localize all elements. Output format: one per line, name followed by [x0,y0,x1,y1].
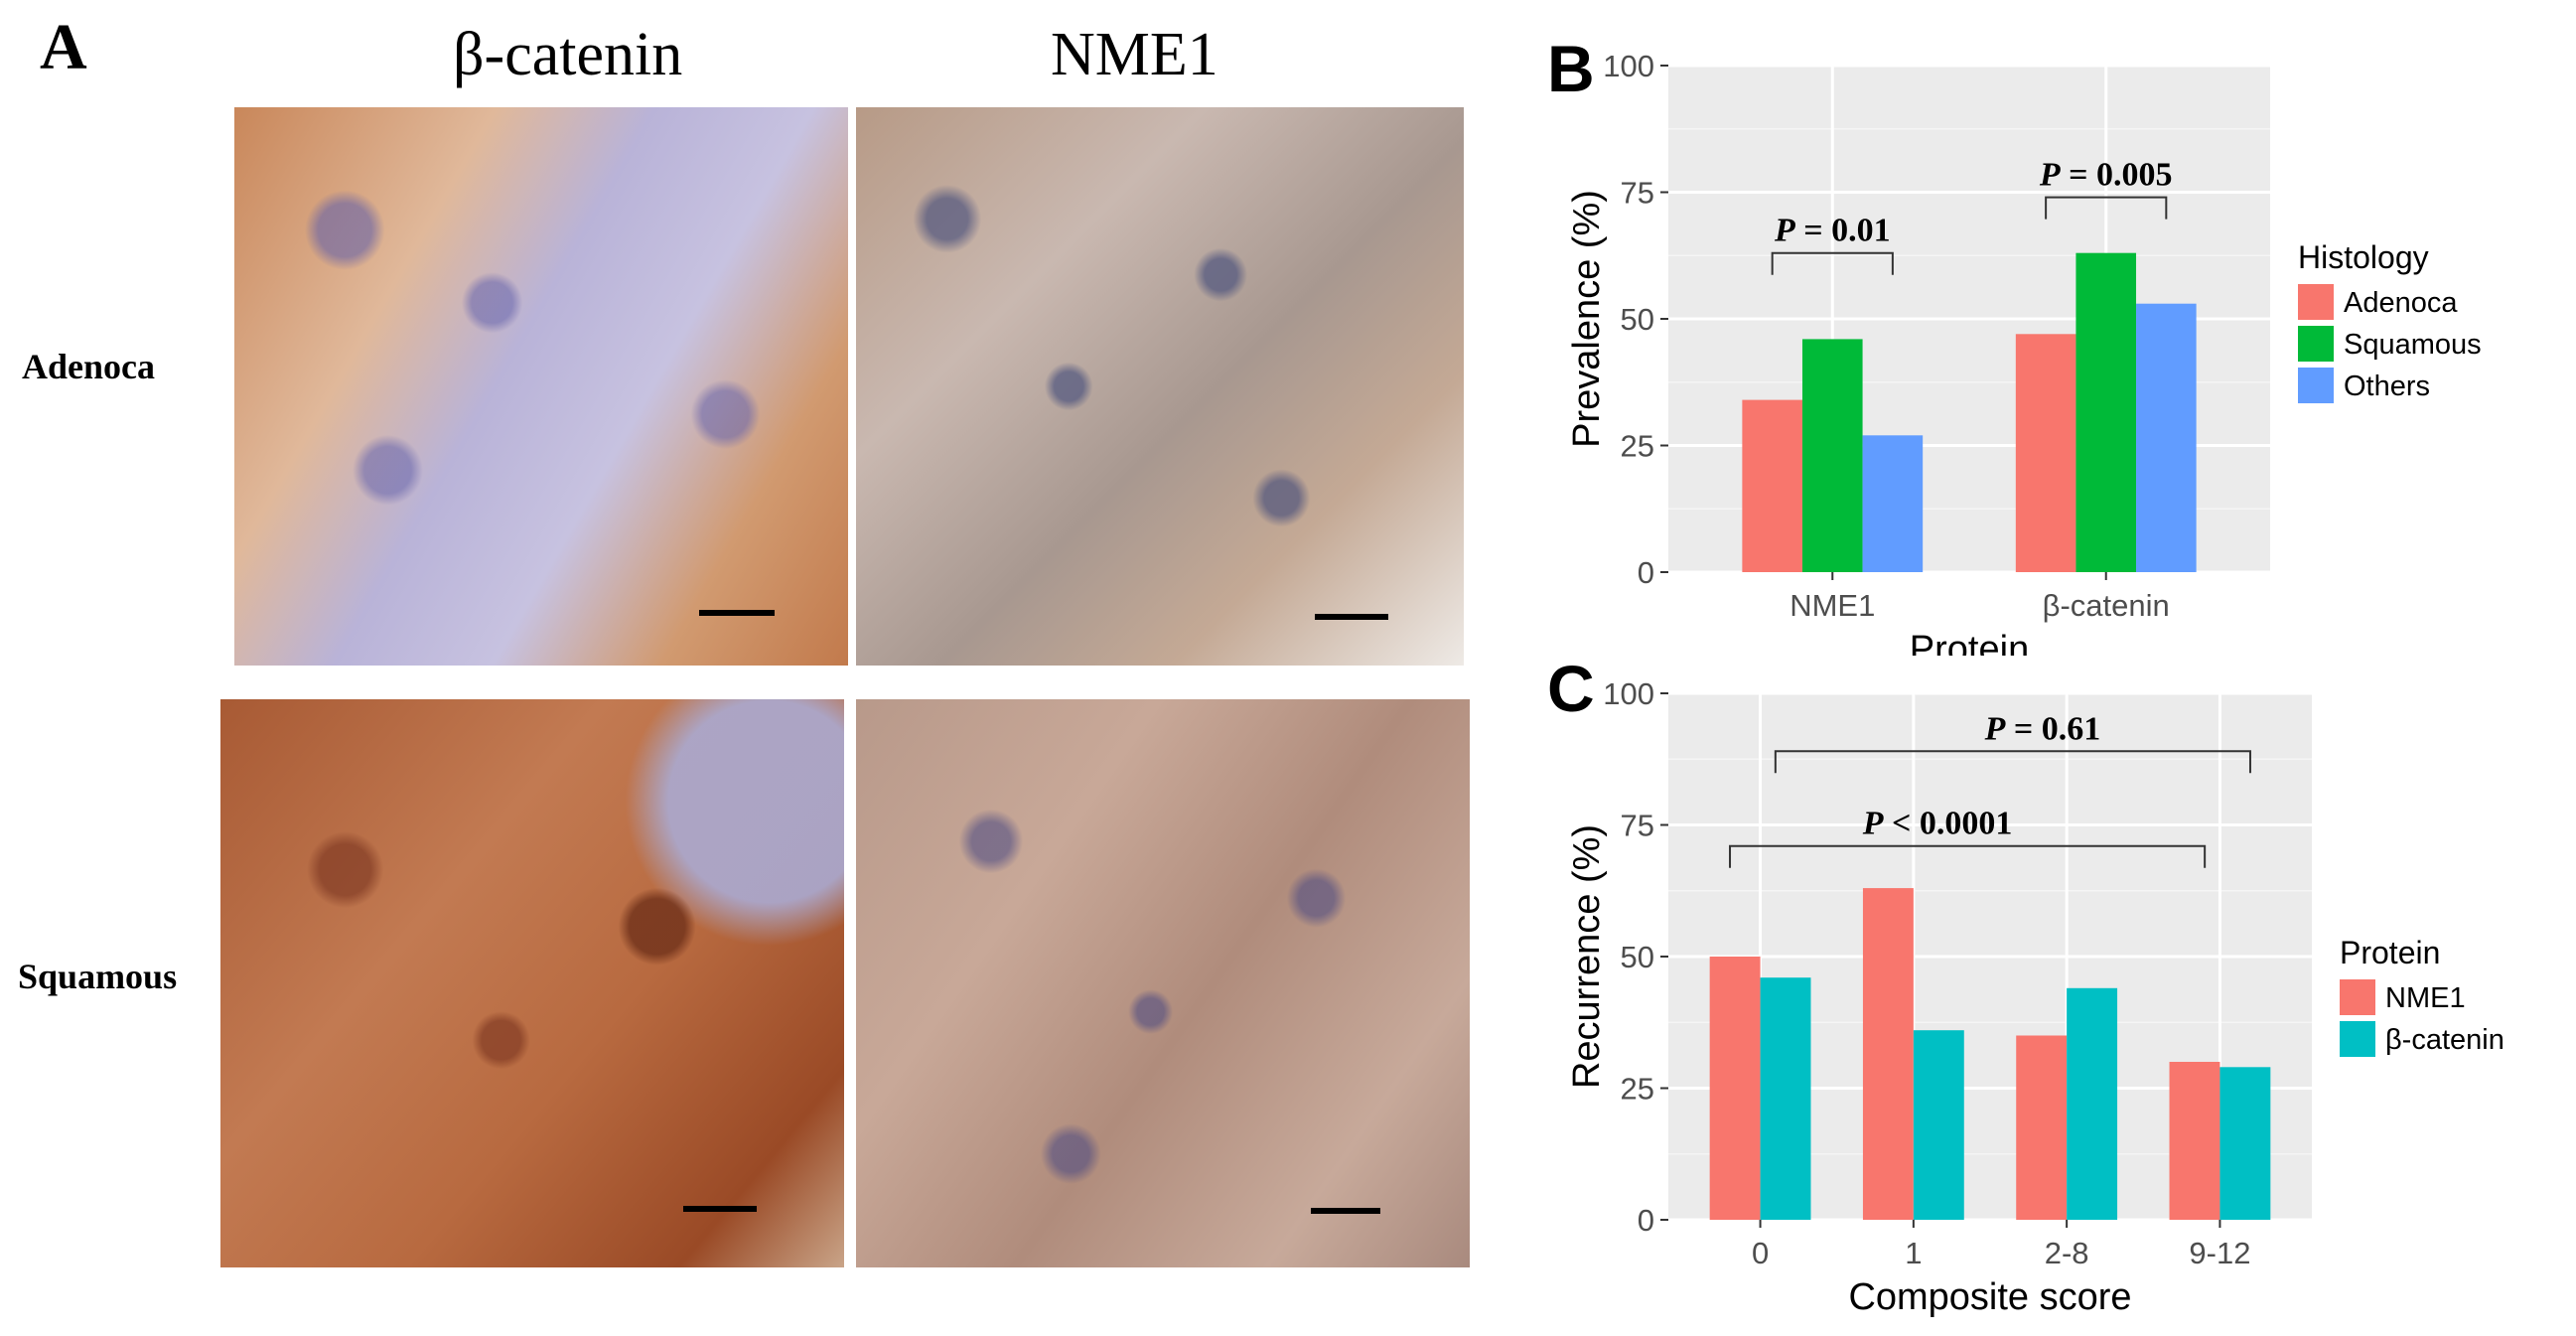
legend-label: NME1 [2385,982,2466,1014]
x-axis-title: Composite score [1848,1276,2131,1318]
panel-b-chart: B 0 25 50 75 100 NME1 β-catenin Protein Prevalen… [1547,32,2482,656]
y-tick-label: 25 [1621,1072,1654,1107]
bar-nme1-3 [2169,1062,2220,1220]
y-tick-label: 75 [1621,809,1654,843]
bar-catenin-0 [1760,977,1811,1220]
legend-swatch [2340,979,2375,1015]
row-header-adenoca: Adenoca [22,347,155,386]
legend-title: Protein [2340,935,2440,970]
scale-bar [699,610,775,616]
legend-swatch [2340,1021,2375,1057]
legend-swatch [2298,326,2334,362]
x-tick-label: β-catenin [2043,588,2170,623]
scale-bar [1311,1208,1380,1214]
significance-bracket [2045,196,2168,220]
y-axis-title: Recurrence (%) [1566,824,1608,1089]
scale-bar [1315,614,1388,620]
legend-swatch [2298,368,2334,403]
legend-label: Squamous [2344,329,2482,361]
legend-swatch [2298,284,2334,320]
significance-bracket [1729,844,2207,868]
p-value-label: P = 0.61 [1984,710,2101,747]
bar-adenoca-0 [1742,399,1802,572]
y-tick-label: 0 [1638,555,1654,590]
bar-others-1 [2136,303,2197,572]
micrograph-adenoca-nme1 [856,107,1464,666]
panel-b-letter: B [1547,32,1595,105]
bar-nme1-0 [1709,957,1761,1220]
bar-catenin-1 [1913,1030,1964,1220]
x-tick-label: 2-8 [2045,1236,2089,1270]
legend-label: β-catenin [2385,1024,2504,1056]
legend-label: Others [2344,371,2430,402]
panel-c-letter: C [1547,656,1595,725]
significance-bracket [1771,251,1894,275]
bar-catenin-3 [2219,1067,2271,1220]
y-tick-label: 0 [1638,1203,1654,1238]
y-tick-label: 25 [1621,429,1654,464]
x-axis-title: Protein [1910,629,2029,656]
y-tick-label: 50 [1621,302,1654,337]
panel-a-letter: A [40,11,87,83]
bar-adenoca-1 [2015,334,2076,572]
scale-bar [683,1206,757,1212]
y-tick-label: 100 [1603,49,1654,83]
column-header-beta-catenin: β-catenin [453,21,683,88]
x-tick-label: 9-12 [2189,1236,2250,1270]
legend-title: Histology [2298,239,2429,275]
p-value-label: P < 0.0001 [1862,806,2013,842]
bar-squamous-0 [1801,339,1863,572]
micrograph-squamous-beta-catenin [220,699,844,1267]
micrograph-squamous-nme1 [856,699,1470,1267]
bar-catenin-2 [2067,987,2118,1220]
significance-bracket [1774,750,2251,774]
micrograph-adenoca-beta-catenin [234,107,848,666]
row-header-squamous: Squamous [18,957,178,996]
bar-squamous-1 [2075,252,2137,572]
y-tick-label: 75 [1621,176,1654,211]
p-value-label: P = 0.01 [1774,213,1891,249]
x-tick-label: NME1 [1789,588,1875,623]
x-tick-label: 0 [1752,1236,1769,1270]
panel-c-chart: C 0 25 50 75 100 0 1 2-8 9-12 Composite score Recu… [1547,656,2504,1318]
legend-label: Adenoca [2344,287,2458,319]
y-axis-title: Prevalence (%) [1566,190,1608,448]
bar-others-0 [1862,435,1924,572]
y-tick-label: 100 [1603,676,1654,711]
bar-nme1-2 [2016,1035,2068,1220]
p-value-label: P = 0.005 [2039,157,2173,194]
bar-nme1-1 [1862,888,1914,1220]
column-header-nme1: NME1 [1051,21,1218,88]
x-tick-label: 1 [1905,1236,1922,1270]
y-tick-label: 50 [1621,940,1654,974]
